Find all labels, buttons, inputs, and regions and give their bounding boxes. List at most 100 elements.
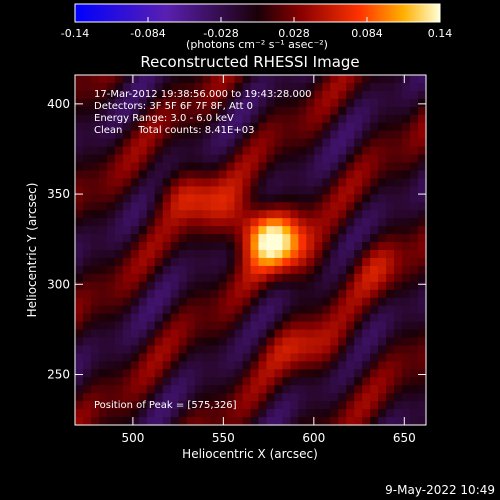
heatmap-cell	[106, 313, 116, 323]
heatmap-cell	[394, 242, 403, 251]
heatmap-cell	[330, 106, 339, 116]
heatmap-cell	[402, 265, 411, 275]
heatmap-cell	[154, 130, 164, 140]
heatmap-cell	[162, 234, 172, 243]
heatmap-cell	[258, 289, 268, 299]
heatmap-cell	[346, 345, 355, 354]
heatmap-cell	[114, 138, 124, 148]
heatmap-cell	[362, 329, 371, 339]
heatmap-cell	[370, 257, 379, 267]
heatmap-cell	[274, 329, 284, 339]
heatmap-cell	[218, 114, 228, 124]
heatmap-cell	[226, 289, 236, 299]
heatmap-cell	[250, 202, 260, 211]
heatmap-cell	[170, 281, 180, 291]
heatmap-cell	[314, 281, 323, 291]
heatmap-cell	[106, 393, 116, 402]
heatmap-cell	[234, 194, 244, 203]
heatmap-cell	[98, 138, 108, 148]
heatmap-cell	[282, 409, 291, 418]
heatmap-cell	[386, 273, 395, 283]
heatmap-cell	[98, 417, 108, 426]
heatmap-cell	[138, 257, 148, 267]
colorbar-tick-label: -0.14	[61, 27, 89, 40]
heatmap-cell	[298, 138, 307, 148]
heatmap-cell	[258, 98, 268, 108]
heatmap-cell	[298, 289, 307, 299]
heatmap-cell	[154, 297, 164, 307]
heatmap-cell	[354, 146, 363, 156]
heatmap-cell	[98, 75, 108, 84]
heatmap-cell	[386, 75, 395, 84]
heatmap-cell	[194, 226, 204, 235]
heatmap-cell	[370, 162, 379, 172]
heatmap-cell	[130, 114, 140, 124]
heatmap-cell	[354, 106, 363, 116]
heatmap-cell	[386, 170, 395, 179]
heatmap-cell	[258, 75, 268, 84]
heatmap-cell	[418, 297, 427, 307]
heatmap-cell	[250, 273, 260, 283]
heatmap-cell	[75, 170, 84, 179]
heatmap-cell	[362, 114, 371, 124]
heatmap-cell	[170, 82, 180, 92]
footer-date: 9-May-2022 10:49	[385, 483, 495, 497]
heatmap-cell	[250, 321, 260, 331]
heatmap-cell	[346, 353, 355, 362]
heatmap-cell	[250, 417, 260, 426]
heatmap-cell	[322, 178, 331, 187]
heatmap-cell	[266, 265, 276, 275]
heatmap-cell	[202, 178, 212, 187]
heatmap-cell	[234, 361, 244, 370]
heatmap-cell	[98, 234, 108, 243]
heatmap-cell	[274, 106, 284, 116]
heatmap-cell	[370, 154, 379, 164]
heatmap-cell	[402, 178, 411, 187]
heatmap-cell	[418, 321, 427, 331]
heatmap-cell	[98, 226, 108, 235]
heatmap-cell	[346, 162, 355, 172]
heatmap-cell	[162, 369, 172, 378]
heatmap-cell	[354, 289, 363, 299]
heatmap-cell	[418, 265, 427, 275]
heatmap-cell	[282, 75, 291, 84]
heatmap-cell	[378, 90, 387, 100]
heatmap-cell	[130, 265, 140, 275]
heatmap-cell	[354, 75, 363, 84]
heatmap-cell	[346, 218, 355, 227]
heatmap-cell	[98, 321, 108, 331]
heatmap-cell	[242, 353, 252, 362]
heatmap-cell	[218, 337, 228, 347]
heatmap-cell	[186, 186, 196, 195]
heatmap-cell	[370, 122, 379, 132]
heatmap-cell	[362, 305, 371, 315]
heatmap-cell	[394, 385, 403, 394]
heatmap-cell	[338, 409, 347, 418]
heatmap-cell	[170, 417, 180, 426]
heatmap-cell	[146, 281, 156, 291]
heatmap-cell	[98, 361, 108, 370]
heatmap-cell	[370, 226, 379, 235]
heatmap-cell	[146, 218, 156, 227]
heatmap-cell	[106, 337, 116, 347]
heatmap-cell	[226, 297, 236, 307]
heatmap-cell	[75, 82, 84, 92]
heatmap-cell	[338, 98, 347, 108]
heatmap-cell	[378, 242, 387, 251]
heatmap-cell	[258, 162, 268, 172]
heatmap-cell	[298, 305, 307, 315]
heatmap-cell	[194, 321, 204, 331]
heatmap-cell	[306, 210, 315, 219]
heatmap-cell	[258, 305, 268, 315]
heatmap-cell	[314, 210, 323, 219]
heatmap-cell	[146, 353, 156, 362]
heatmap-cell	[178, 114, 188, 124]
heatmap-cell	[298, 361, 307, 370]
heatmap-cell	[410, 250, 419, 259]
heatmap-cell	[402, 234, 411, 243]
heatmap-cell	[122, 369, 132, 378]
heatmap-cell	[82, 210, 92, 219]
heatmap-cell	[162, 162, 172, 172]
heatmap-cell	[82, 321, 92, 331]
heatmap-cell	[266, 210, 276, 219]
